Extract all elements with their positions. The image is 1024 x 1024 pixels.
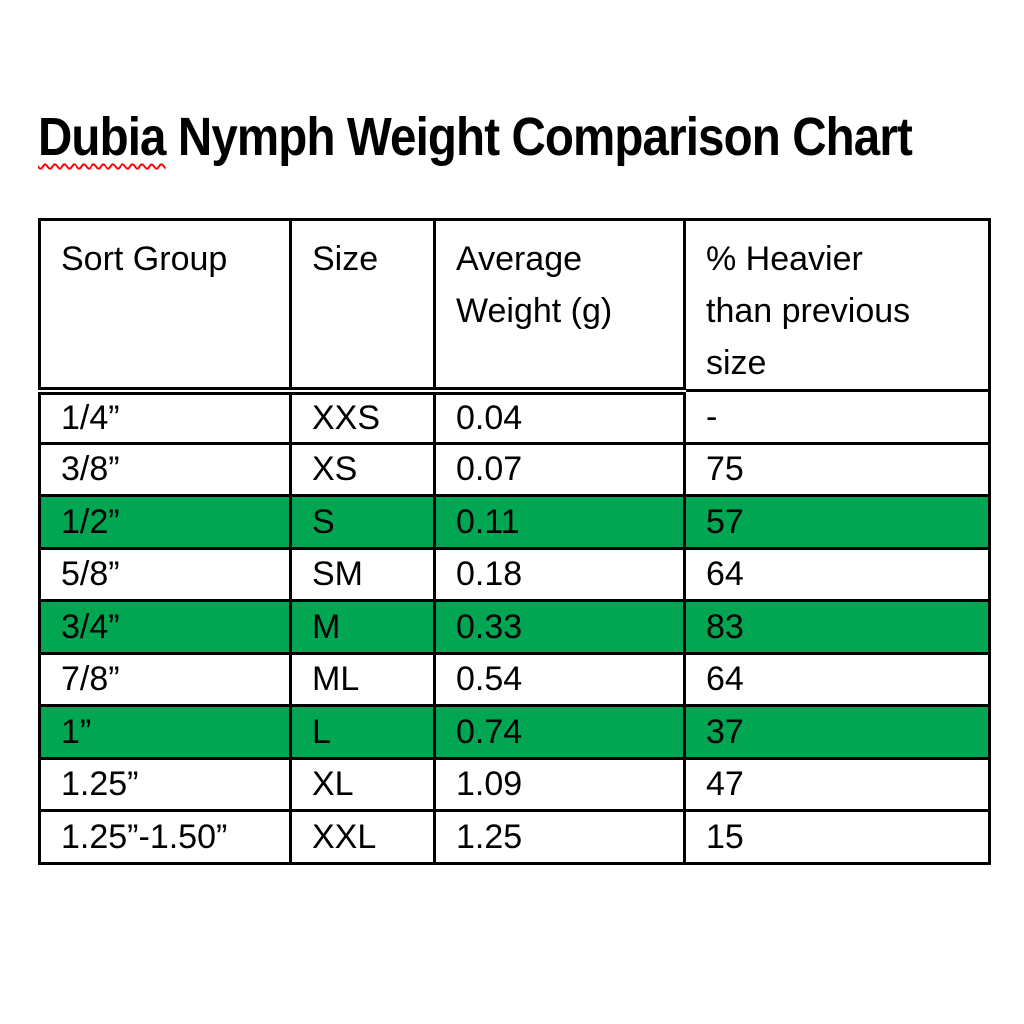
cell-size: XS bbox=[289, 441, 436, 497]
header-row: Sort Group Size Average Weight (g) % Hea… bbox=[38, 218, 991, 395]
col-header-pct-heavier: % Heavier than previous size bbox=[683, 218, 991, 392]
table-row: 1/2” S 0.11 57 bbox=[38, 494, 991, 550]
misspelled-word: Dubia bbox=[38, 107, 166, 167]
cell-pct-heavier: 64 bbox=[683, 546, 991, 602]
cell-avg-weight: 0.07 bbox=[433, 441, 686, 497]
cell-size: SM bbox=[289, 546, 436, 602]
cell-pct-heavier: 15 bbox=[683, 809, 991, 865]
cell-size: XXS bbox=[289, 389, 436, 445]
cell-sort-group: 1/2” bbox=[38, 494, 292, 550]
table-row: 3/8” XS 0.07 75 bbox=[38, 441, 991, 497]
cell-sort-group: 3/4” bbox=[38, 599, 292, 655]
cell-size: ML bbox=[289, 651, 436, 707]
cell-sort-group: 1.25” bbox=[38, 756, 292, 812]
cell-size: L bbox=[289, 704, 436, 760]
cell-avg-weight: 0.11 bbox=[433, 494, 686, 550]
cell-sort-group: 5/8” bbox=[38, 546, 292, 602]
cell-avg-weight: 0.54 bbox=[433, 651, 686, 707]
cell-pct-heavier: 57 bbox=[683, 494, 991, 550]
cell-avg-weight: 0.33 bbox=[433, 599, 686, 655]
table-row: 1/4” XXS 0.04 - bbox=[38, 389, 991, 445]
table-row: 7/8” ML 0.54 64 bbox=[38, 651, 991, 707]
col-header-sort-group: Sort Group bbox=[38, 218, 292, 395]
cell-pct-heavier: 47 bbox=[683, 756, 991, 812]
table-row: 1.25”-1.50” XXL 1.25 15 bbox=[38, 809, 991, 865]
cell-pct-heavier: 75 bbox=[683, 441, 991, 497]
cell-size: XL bbox=[289, 756, 436, 812]
table-row: 1.25” XL 1.09 47 bbox=[38, 756, 991, 812]
col-header-size: Size bbox=[289, 218, 436, 395]
cell-pct-heavier: - bbox=[683, 389, 991, 445]
col-header-average-weight: Average Weight (g) bbox=[433, 218, 686, 395]
page-title-rest: Nymph Weight Comparison Chart bbox=[165, 107, 913, 167]
cell-sort-group: 1” bbox=[38, 704, 292, 760]
cell-pct-heavier: 37 bbox=[683, 704, 991, 760]
cell-sort-group: 7/8” bbox=[38, 651, 292, 707]
cell-size: M bbox=[289, 599, 436, 655]
cell-sort-group: 1/4” bbox=[38, 389, 292, 445]
cell-size: XXL bbox=[289, 809, 436, 865]
cell-avg-weight: 0.18 bbox=[433, 546, 686, 602]
table-row: 1” L 0.74 37 bbox=[38, 704, 991, 760]
weight-comparison-table: Sort Group Size Average Weight (g) % Hea… bbox=[38, 218, 991, 865]
page-title: Dubia Nymph Weight Comparison Chart bbox=[38, 106, 913, 168]
cell-pct-heavier: 83 bbox=[683, 599, 991, 655]
cell-pct-heavier: 64 bbox=[683, 651, 991, 707]
cell-avg-weight: 1.09 bbox=[433, 756, 686, 812]
cell-avg-weight: 1.25 bbox=[433, 809, 686, 865]
table-row: 5/8” SM 0.18 64 bbox=[38, 546, 991, 602]
cell-avg-weight: 0.74 bbox=[433, 704, 686, 760]
table-body: 1/4” XXS 0.04 - 3/8” XS 0.07 75 1/2” S 0… bbox=[38, 389, 991, 865]
table-row: 3/4” M 0.33 83 bbox=[38, 599, 991, 655]
cell-size: S bbox=[289, 494, 436, 550]
cell-sort-group: 3/8” bbox=[38, 441, 292, 497]
cell-avg-weight: 0.04 bbox=[433, 389, 686, 445]
cell-sort-group: 1.25”-1.50” bbox=[38, 809, 292, 865]
